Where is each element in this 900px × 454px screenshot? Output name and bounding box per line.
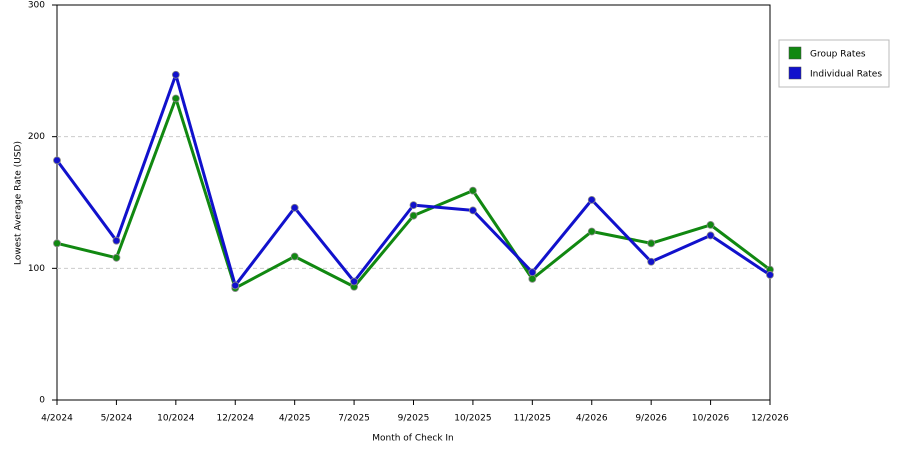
point (469, 186, 477, 195)
point (112, 236, 121, 245)
point (587, 195, 596, 204)
point (350, 277, 358, 286)
point (290, 203, 299, 212)
point (587, 227, 596, 236)
legend-label: Individual Rates (810, 70, 882, 80)
point (290, 252, 299, 261)
x-tick-label: 9/2025 (398, 414, 430, 424)
y-tick-label: 100 (28, 264, 45, 274)
x-tick-label: 10/2025 (454, 414, 491, 424)
point (469, 206, 477, 215)
point (53, 239, 61, 248)
point (171, 70, 180, 79)
point (528, 274, 537, 283)
point (231, 281, 240, 290)
point (171, 94, 180, 103)
x-tick-label: 12/2026 (751, 414, 789, 424)
point (706, 220, 715, 229)
x-tick-label: 5/2024 (101, 414, 133, 424)
x-axis-label: Month of Check In (372, 434, 454, 444)
point (766, 271, 774, 279)
x-tick-label: 9/2026 (635, 414, 667, 424)
y-tick-label: 0 (39, 396, 45, 406)
legend-swatch (788, 46, 802, 60)
legend-label: Group Rates (810, 50, 866, 60)
x-tick-label: 4/2025 (279, 414, 311, 424)
point (112, 253, 121, 262)
y-tick-label: 300 (28, 1, 45, 11)
point (409, 211, 418, 220)
x-tick-label: 11/2025 (514, 414, 551, 424)
point (528, 268, 537, 277)
point (647, 239, 656, 248)
x-tick-label: 7/2025 (338, 414, 370, 424)
x-tick-label: 10/2024 (157, 414, 195, 424)
x-tick-label: 4/2024 (41, 414, 73, 424)
point (409, 201, 418, 210)
x-tick-label: 4/2026 (576, 414, 608, 424)
point (647, 257, 656, 266)
point (53, 156, 61, 165)
legend-swatch (788, 66, 802, 80)
point (706, 231, 715, 240)
x-tick-label: 12/2024 (217, 414, 255, 424)
y-tick-label: 200 (28, 132, 45, 142)
y-axis-label: Lowest Average Rate (USD) (14, 141, 24, 265)
x-tick-label: 10/2026 (692, 414, 730, 424)
